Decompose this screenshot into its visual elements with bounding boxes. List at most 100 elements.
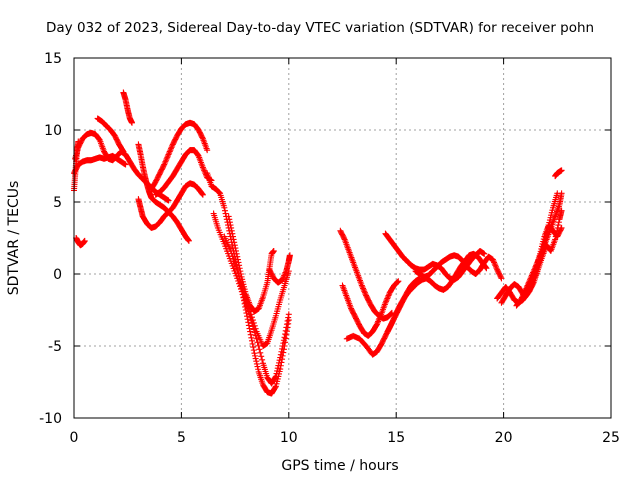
data-point xyxy=(185,237,192,244)
data-point xyxy=(359,283,366,290)
x-axis-label: GPS time / hours xyxy=(281,458,398,474)
data-point xyxy=(530,269,537,276)
series-track-w xyxy=(498,222,565,306)
data-point xyxy=(391,312,398,319)
data-point xyxy=(256,346,263,353)
data-point xyxy=(234,253,241,260)
data-point xyxy=(201,167,208,174)
data-point xyxy=(388,310,395,317)
data-point xyxy=(274,367,281,374)
data-point xyxy=(254,363,261,370)
data-point xyxy=(553,230,560,237)
y-tick-label: 0 xyxy=(53,267,62,283)
series-track-j xyxy=(152,147,215,198)
series-track-i xyxy=(148,119,211,193)
data-point xyxy=(341,235,348,242)
data-point xyxy=(557,226,564,233)
data-point xyxy=(277,351,284,358)
data-point xyxy=(199,134,206,141)
data-point xyxy=(232,245,239,252)
data-point xyxy=(165,151,172,158)
data-point xyxy=(279,275,286,282)
data-point xyxy=(391,314,398,321)
series-track-u xyxy=(412,252,505,282)
data-point xyxy=(161,160,168,167)
data-point xyxy=(237,271,244,277)
y-tick-label: 15 xyxy=(44,51,62,67)
series-track-d xyxy=(71,138,82,194)
y-tick-label: 10 xyxy=(44,123,62,139)
data-point xyxy=(555,222,562,229)
series-track-e xyxy=(94,115,127,155)
data-point xyxy=(284,317,291,324)
data-point xyxy=(228,224,235,231)
data-point xyxy=(199,164,206,171)
data-point xyxy=(361,289,368,296)
data-point xyxy=(161,161,168,168)
data-point xyxy=(227,247,234,254)
data-point xyxy=(216,189,223,196)
data-point xyxy=(360,286,367,293)
data-point xyxy=(553,227,560,234)
data-point xyxy=(481,250,488,257)
data-point xyxy=(253,360,260,367)
data-point xyxy=(278,348,285,355)
data-point xyxy=(166,150,173,157)
data-point xyxy=(373,321,380,328)
data-point xyxy=(164,154,171,161)
data-point xyxy=(166,148,173,155)
data-point xyxy=(270,247,277,254)
data-point xyxy=(395,278,402,285)
data-point xyxy=(237,268,244,275)
data-point xyxy=(229,233,236,240)
data-point xyxy=(233,250,240,257)
data-point xyxy=(281,271,288,277)
data-point xyxy=(383,298,390,305)
data-point xyxy=(249,340,256,347)
data-point xyxy=(529,271,536,277)
data-point xyxy=(228,227,235,234)
data-point xyxy=(200,165,207,172)
series-track-h xyxy=(135,180,206,231)
data-point xyxy=(490,258,497,265)
data-point xyxy=(558,190,565,197)
data-point xyxy=(227,222,234,229)
data-point xyxy=(259,356,266,363)
y-tick-label: -10 xyxy=(39,411,62,427)
x-tick-label: 25 xyxy=(602,430,620,446)
data-point xyxy=(252,352,259,359)
data-point xyxy=(280,273,287,280)
data-point xyxy=(231,239,238,246)
data-point xyxy=(492,262,499,269)
data-point xyxy=(247,328,254,335)
data-point xyxy=(272,374,279,381)
data-point xyxy=(165,197,172,204)
data-point xyxy=(247,331,254,338)
data-point xyxy=(230,255,237,262)
data-point xyxy=(163,157,170,164)
data-point xyxy=(279,276,286,283)
data-point xyxy=(389,318,396,325)
data-point xyxy=(377,312,384,319)
data-point xyxy=(236,262,243,269)
data-point xyxy=(358,282,365,289)
data-point xyxy=(282,269,289,276)
data-point xyxy=(231,258,238,265)
data-point xyxy=(392,311,399,318)
data-point xyxy=(167,147,174,154)
data-point xyxy=(285,314,292,321)
data-point xyxy=(489,256,496,263)
series-track-q xyxy=(339,278,402,339)
data-point xyxy=(280,340,287,347)
data-point xyxy=(376,315,383,322)
data-point xyxy=(279,343,286,349)
data-point xyxy=(199,190,206,197)
data-point xyxy=(251,322,258,329)
data-point xyxy=(526,276,533,283)
data-point xyxy=(277,354,284,361)
data-point xyxy=(236,265,243,272)
series-track-f xyxy=(120,89,135,126)
data-point xyxy=(382,299,389,306)
data-point xyxy=(483,265,490,272)
data-point xyxy=(552,233,559,240)
